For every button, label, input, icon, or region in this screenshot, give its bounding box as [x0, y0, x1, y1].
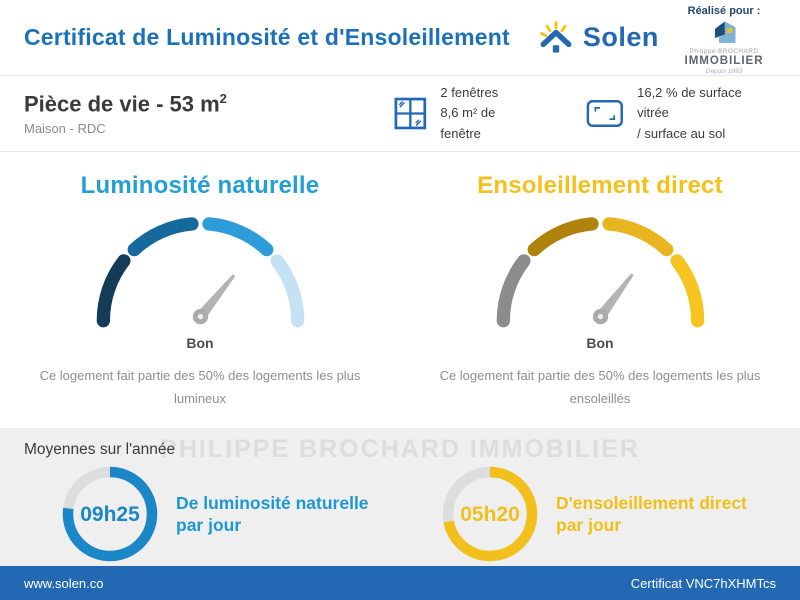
header: Certificat de Luminosité et d'Ensoleille… — [0, 0, 800, 76]
room-title: Pièce de vie - 53 m2 — [24, 90, 227, 117]
average-luminosite-label: De luminosité naturelle par jour — [176, 492, 369, 535]
average-ensoleillement: 05h20 D'ensoleillement direct par jour — [400, 464, 776, 564]
surface-icon — [587, 100, 624, 127]
gauge-luminosite-description: Ce logement fait partie des 50% des loge… — [39, 368, 361, 406]
client-company: IMMOBILIER — [684, 55, 764, 67]
averages-heading: Moyennes sur l'année — [24, 441, 176, 458]
client-logo: Philippe BROCHARD IMMOBILIER Depuis 1993 — [672, 19, 776, 75]
solen-house-sun-icon — [539, 20, 572, 53]
ring-luminosite-value: 09h25 — [80, 503, 140, 526]
room-info-row: Pièce de vie - 53 m2 Maison - RDC 2 fenê… — [0, 76, 800, 152]
averages-section: Moyennes sur l'année 09h25 De luminosité… — [0, 428, 800, 566]
windows-count: 2 fenêtres — [440, 85, 499, 101]
glazing-info: 16,2 % de surface vitrée / surface au so… — [586, 83, 776, 143]
client-name: Philippe BROCHARD — [689, 48, 759, 55]
gauge-ensoleillement-rating: Bon — [586, 335, 614, 351]
windows-info: 2 fenêtres 8,6 m² de fenêtre — [393, 83, 539, 143]
window-icon — [394, 97, 426, 130]
footer-website-link[interactable]: www.solen.co — [24, 575, 104, 591]
footer-certificate-id: Certificat VNC7hXHMTcs — [630, 575, 776, 591]
windows-area: 8,6 m² de fenêtre — [440, 105, 496, 141]
gauge-ensoleillement-title: Ensoleillement direct — [477, 172, 723, 199]
average-luminosite: 09h25 De luminosité naturelle par jour — [24, 464, 400, 564]
ring-ensoleillement-value: 05h20 — [460, 503, 520, 526]
ring-ensoleillement: 05h20 — [442, 466, 538, 562]
gauge-luminosite: Luminosité naturelle Bon Ce logement fai… — [0, 152, 400, 428]
gauges-section: Luminosité naturelle Bon Ce logement fai… — [0, 152, 800, 463]
solen-logo: Solen — [536, 19, 659, 57]
gauge-ensoleillement-dial — [496, 217, 704, 328]
room-block: Pièce de vie - 53 m2 Maison - RDC — [24, 91, 393, 136]
glazing-ratio-2: / surface au sol — [637, 125, 726, 141]
gauge-ensoleillement-description: Ce logement fait partie des 50% des loge… — [439, 368, 761, 406]
glazing-ratio: 16,2 % de surface vitrée — [637, 85, 742, 121]
client-house-icon — [714, 21, 736, 43]
gauge-luminosite-rating: Bon — [186, 335, 214, 351]
averages-row: 09h25 De luminosité naturelle par jour 0… — [24, 464, 776, 564]
ring-luminosite: 09h25 — [62, 466, 158, 562]
average-ensoleillement-label: D'ensoleillement direct par jour — [556, 492, 747, 535]
realise-pour-label: Réalisé pour : — [687, 5, 761, 17]
brand-name: Solen — [582, 22, 659, 52]
gauge-ensoleillement: Ensoleillement direct Bon Ce logement fa… — [400, 152, 800, 428]
gauge-luminosite-title: Luminosité naturelle — [80, 172, 320, 199]
glazing-text: 16,2 % de surface vitrée / surface au so… — [637, 83, 776, 143]
gauge-luminosite-dial — [96, 217, 304, 328]
windows-text: 2 fenêtres 8,6 m² de fenêtre — [440, 83, 538, 143]
room-subtitle: Maison - RDC — [24, 121, 106, 137]
gauge-ensoleillement-needle — [592, 273, 634, 325]
page-title: Certificat de Luminosité et d'Ensoleille… — [24, 24, 510, 50]
footer: www.solen.co Certificat VNC7hXHMTcs — [0, 566, 800, 600]
gauge-luminosite-needle — [192, 274, 235, 325]
client-block: Réalisé pour : Philippe BROCHARD IMMOBIL… — [672, 0, 776, 75]
client-tagline: Depuis 1993 — [705, 68, 743, 75]
